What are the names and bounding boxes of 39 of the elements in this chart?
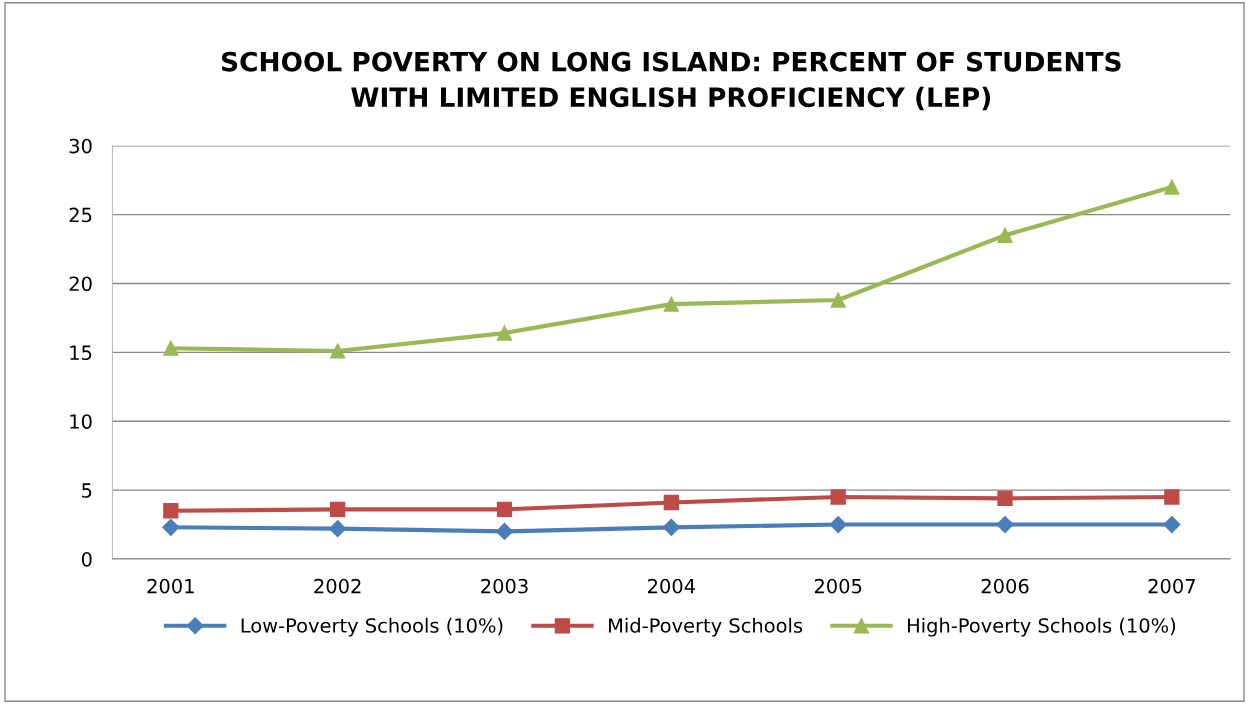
- x-tick-label: 2006: [981, 578, 1029, 594]
- point: [495, 522, 514, 540]
- point: [1164, 179, 1180, 195]
- point: [330, 501, 346, 518]
- point: [830, 489, 846, 505]
- x-tick-label: 2003: [481, 578, 528, 594]
- x-tick-label: 2005: [814, 578, 862, 594]
- legend-label: Low-Poverty Schools (10%): [241, 617, 503, 637]
- point: [496, 501, 513, 518]
- point: [163, 503, 179, 519]
- y-tick-label: 20: [69, 276, 92, 292]
- point: [163, 340, 179, 356]
- point: [329, 520, 347, 538]
- chart-title: SCHOOL POVERTY ON LONG ISLAND: PERCENT OF STUDENTS WITH LIMITED ENGLISH PROFICIENCY (LEP): [222, 51, 1121, 111]
- y-tick-label: 5: [82, 483, 92, 498]
- y-tick-label: 15: [70, 345, 92, 361]
- point: [663, 296, 679, 312]
- legend-label: Mid-Poverty Schools: [609, 617, 803, 637]
- point: [997, 227, 1013, 243]
- point: [829, 515, 847, 534]
- point: [1163, 515, 1181, 534]
- x-tick-label: 2001: [147, 578, 194, 594]
- y-tick-label: 10: [70, 414, 92, 429]
- point: [996, 515, 1014, 534]
- point: [663, 494, 679, 511]
- point: [662, 518, 680, 536]
- y-tick-label: 30: [69, 138, 92, 154]
- y-tick-label: 25: [69, 207, 92, 223]
- point: [496, 325, 513, 341]
- y-tick-label: 0: [81, 551, 92, 567]
- legend-label: High-Poverty Schools (10%): [908, 617, 1176, 637]
- x-tick-label: 2004: [648, 578, 695, 594]
- point: [830, 292, 846, 308]
- x-tick-label: 2002: [314, 578, 361, 594]
- x-tick-label: 2007: [1148, 578, 1195, 594]
- point: [997, 490, 1013, 507]
- point: [162, 518, 180, 536]
- point: [330, 343, 346, 359]
- point: [1164, 489, 1180, 505]
